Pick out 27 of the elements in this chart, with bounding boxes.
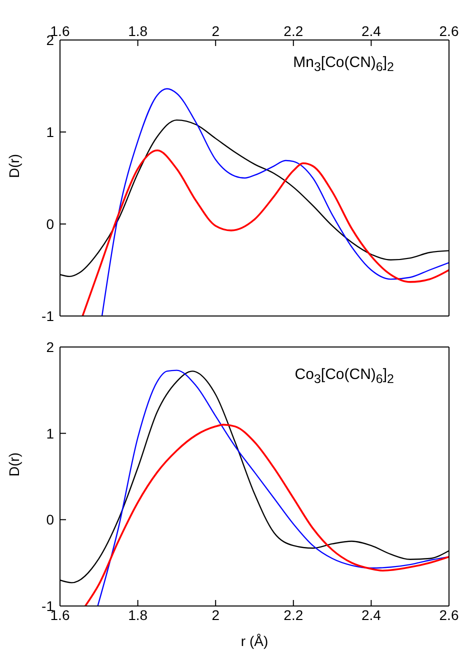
x2-tick-label: 2.6: [439, 23, 459, 39]
x-tick-label: 1.8: [128, 606, 148, 623]
annotation: Mn$_{3}$[Co(CN)$_{6}$]$_{2}$: [293, 54, 394, 74]
y-axis-title: D(r): [6, 452, 22, 476]
y-tick-label: 0: [46, 216, 54, 232]
x2-tick-label: 1.8: [128, 23, 148, 39]
x-tick-label: 2: [212, 606, 220, 623]
y-axis-title: D(r): [6, 154, 22, 178]
y-tick-label: 2: [46, 32, 54, 48]
line-series: [82, 150, 449, 316]
x-tick-label: 2.4: [361, 606, 382, 623]
y-tick-label: 1: [46, 425, 54, 442]
x2-tick-label: 2.2: [284, 23, 304, 39]
y-tick-label: 1: [46, 124, 54, 140]
y-tick-label: 2: [46, 338, 54, 355]
annotation: Co$_{3}$[Co(CN)$_{6}$]$_{2}$: [294, 366, 394, 386]
x2-tick-label: 2: [212, 23, 220, 39]
line-series: [101, 88, 449, 316]
line-series: [97, 370, 449, 606]
x-tick-label: 2.6: [439, 606, 459, 623]
x-tick-label: 1.6: [50, 606, 70, 623]
x-axis-title: r (Å): [240, 633, 268, 649]
x2-tick-label: 2.4: [361, 23, 382, 39]
y-tick-label: 0: [46, 512, 54, 528]
y-tick-label: -1: [42, 308, 54, 324]
line-series: [84, 424, 449, 606]
x-tick-label: 2.2: [284, 606, 304, 623]
